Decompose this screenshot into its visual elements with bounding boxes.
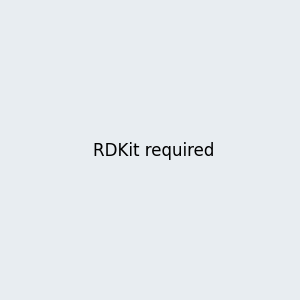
Text: RDKit required: RDKit required [93,142,214,160]
